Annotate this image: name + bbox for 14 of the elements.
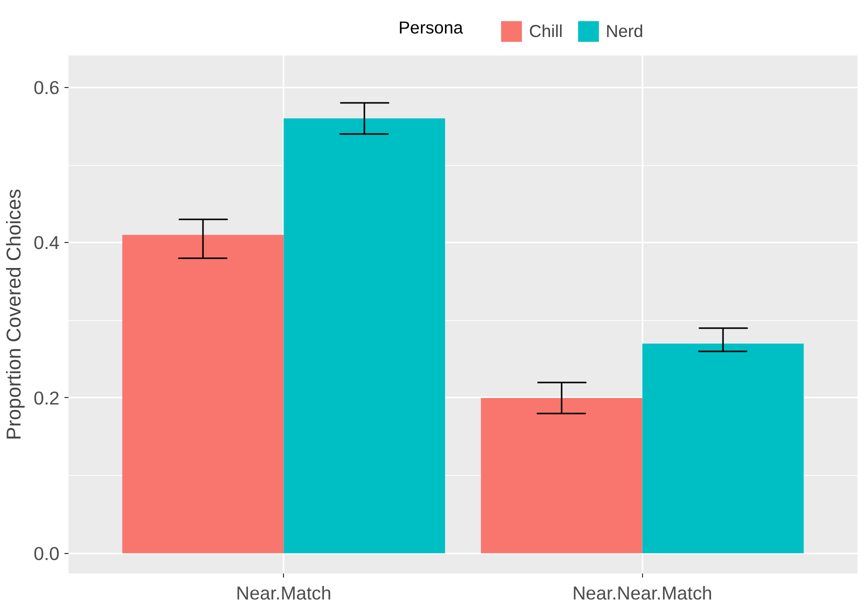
- y-tick-label: 0.2: [34, 387, 60, 408]
- y-tick-label: 0.6: [34, 76, 60, 98]
- legend-title: Persona: [398, 18, 464, 38]
- bar: [122, 234, 284, 554]
- x-tick-label: Near.Near.Match: [572, 582, 712, 604]
- y-tick-label: 0.4: [34, 232, 60, 254]
- y-tick-label: 0.0: [34, 542, 60, 564]
- legend-label: Nerd: [606, 20, 644, 42]
- legend-label: Chill: [529, 20, 563, 42]
- bar: [284, 118, 446, 554]
- x-tick-label: Near.Match: [236, 582, 332, 604]
- bar: [480, 398, 642, 554]
- y-axis-title: Proportion Covered Choices: [4, 188, 26, 440]
- bar: [642, 344, 804, 554]
